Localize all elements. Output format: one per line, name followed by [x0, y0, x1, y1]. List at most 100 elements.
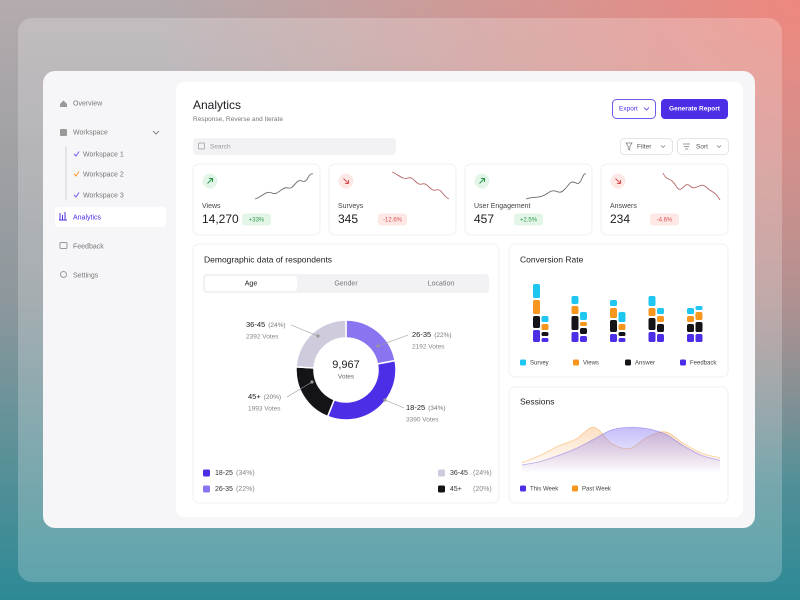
bar-segment	[541, 332, 549, 336]
icon	[60, 129, 67, 136]
area-line	[521, 426, 721, 466]
demographic-panel	[192, 243, 500, 504]
votes: 2192 Votes	[412, 344, 445, 351]
trend-arrow	[615, 178, 621, 184]
bar-segment	[657, 334, 664, 342]
bar-segment	[610, 308, 617, 318]
bar-segment	[657, 316, 664, 322]
icon	[59, 212, 67, 221]
bar-segment	[580, 328, 587, 334]
percent: (22%)	[434, 332, 451, 339]
bar-segment	[610, 334, 617, 342]
votes: 1993 Votes	[248, 406, 281, 413]
bar-segment	[648, 332, 656, 342]
legend-swatch	[572, 485, 578, 492]
legend-swatch	[573, 359, 579, 366]
stat-card	[328, 163, 457, 236]
bar-segment	[618, 338, 626, 342]
nav-item[interactable]: Workspace 2	[83, 171, 124, 178]
tab[interactable]: Age	[245, 280, 258, 287]
category: 18-25	[406, 403, 425, 412]
change-badge	[378, 213, 407, 226]
nav-item[interactable]: Feedback	[73, 243, 104, 250]
nav-item[interactable]: Workspace 1	[83, 151, 124, 158]
bar-segment	[541, 316, 549, 322]
bar-segment	[580, 322, 587, 326]
sparklines	[254, 171, 721, 201]
bar-segment	[571, 316, 579, 330]
legend-swatch	[520, 359, 526, 366]
icon	[683, 143, 690, 150]
bar-segment	[657, 324, 664, 332]
bar-segment	[695, 306, 703, 310]
panel-title: Conversion Rate	[520, 254, 584, 264]
stat-value: 234	[610, 212, 630, 226]
bar-segment	[648, 308, 656, 316]
chevron	[716, 145, 722, 148]
trend-arrow	[343, 178, 349, 184]
tab[interactable]: Gender	[334, 280, 358, 287]
nav-item[interactable]: Analytics	[73, 214, 102, 221]
bar-segment	[687, 316, 694, 322]
sparkline	[662, 172, 721, 201]
bar-segment	[687, 308, 694, 314]
change-badge	[514, 213, 543, 226]
legend-label: 18-25	[215, 470, 233, 477]
legend-swatch	[203, 469, 210, 477]
stat-change: +33%	[249, 218, 265, 224]
check	[73, 151, 80, 157]
nav-item[interactable]: Workspace	[73, 129, 108, 136]
stat-card	[464, 163, 593, 236]
donut	[295, 319, 397, 421]
bar-segment	[533, 300, 540, 314]
button-label: Export	[619, 106, 638, 113]
conversion-panel	[508, 243, 729, 378]
percent: (20%)	[264, 394, 281, 401]
tab[interactable]: Location	[428, 280, 455, 287]
sort-button[interactable]	[677, 138, 729, 155]
legend-label: 45+	[450, 486, 462, 493]
sparkline	[391, 171, 450, 200]
active-tab	[205, 276, 297, 291]
legend-percent: (24%)	[473, 470, 492, 477]
legend-swatch	[438, 485, 445, 493]
donut-slice[interactable]	[295, 319, 347, 369]
bar-segment	[571, 296, 579, 304]
sparkline	[254, 173, 314, 200]
donut-labels: 36-45 (24%) 2392 Votes 26-35 (22%) 2192 Vo…	[246, 320, 452, 424]
bar-segment	[618, 332, 626, 336]
bar-segment	[610, 320, 617, 332]
bar-segment	[571, 306, 579, 314]
export-button[interactable]	[612, 99, 656, 119]
icon	[60, 271, 67, 278]
legend-label: Survey	[530, 361, 549, 367]
check	[73, 192, 80, 198]
bar-segment	[695, 322, 703, 332]
stat-label: User Engagement	[474, 203, 530, 210]
filter-button[interactable]	[620, 138, 673, 155]
page-subtitle: Response, Reverse and Iterate	[193, 116, 283, 123]
generate-report-button[interactable]	[661, 99, 728, 119]
legend-label: Feedback	[690, 361, 717, 367]
nav-item[interactable]: Settings	[73, 272, 99, 279]
legend: 18-25 (34%) 26-35 (22%) 36-45 (24%) 45+ (20%)	[203, 469, 492, 493]
stat-label: Views	[202, 203, 221, 210]
legend-percent: (22%)	[236, 486, 255, 493]
bar-segment	[533, 284, 540, 298]
stat-card	[192, 163, 321, 236]
legend-label: 36-45	[450, 470, 468, 477]
bar-segment	[695, 312, 703, 320]
bar-segment	[657, 308, 664, 314]
bar-segment	[687, 324, 694, 332]
nav-item[interactable]: Workspace 3	[83, 192, 124, 199]
percent: (34%)	[428, 405, 445, 412]
search-box[interactable]	[193, 138, 396, 155]
legend-label: Views	[583, 361, 599, 367]
chevron	[152, 130, 160, 135]
legend-swatch	[438, 469, 445, 477]
bar-segment	[648, 318, 656, 330]
nav-item[interactable]: Overview	[73, 100, 103, 107]
slice-label: 26-35 (22%)	[412, 330, 452, 339]
page-title: Analytics	[193, 98, 241, 112]
